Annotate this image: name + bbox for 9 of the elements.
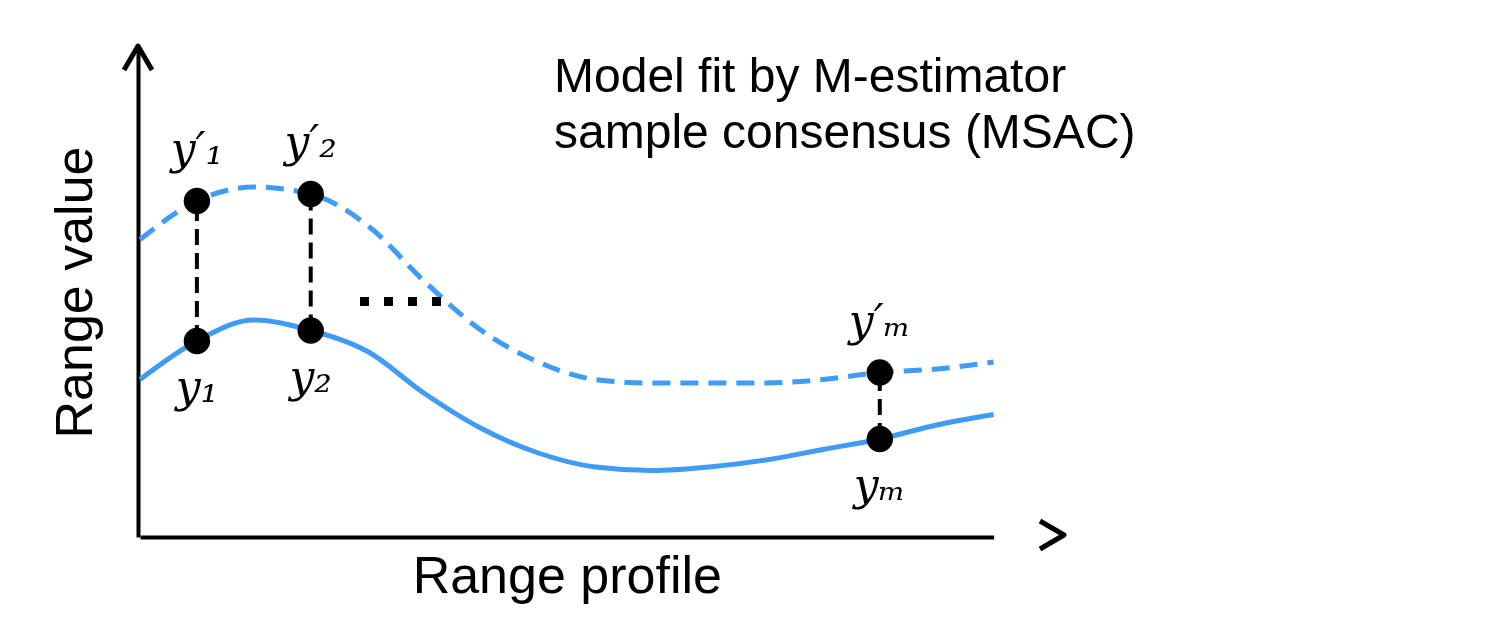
annotation: y′₂ [282,116,337,167]
y-axis-title: Range value [44,146,103,439]
annotation: y′₁ [168,123,224,174]
annotation: y₁ [173,361,219,412]
annotation: y′ₘ [846,294,911,346]
annotation: y₂ [287,350,332,402]
x-axis-title: Range profile [412,545,722,604]
chart-title: Model fit by M-estimator sample consensus (MSAC) [554,49,1136,158]
annotation: yₘ [851,459,906,510]
